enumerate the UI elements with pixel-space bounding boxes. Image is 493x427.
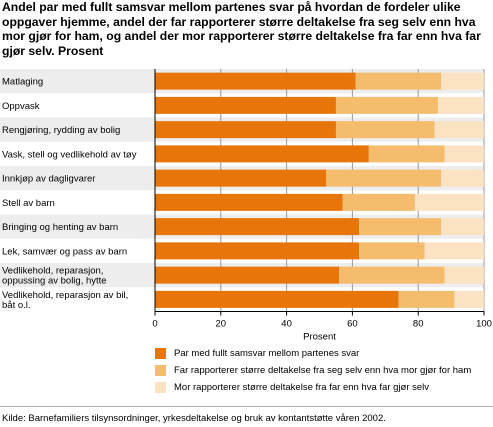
bars	[155, 72, 484, 308]
bar-segment-series-3	[444, 145, 484, 163]
legend-label-2: Far rapporterer større deltakelse fra se…	[174, 365, 472, 376]
legend-label-3: Mor rapporterer større deltakelse fra fa…	[174, 382, 430, 393]
bar-segment-series-3	[444, 266, 484, 284]
bar-segment-series-2	[398, 290, 455, 308]
x-tick-label: 80	[413, 319, 424, 330]
category-label: Vask, stell og vedlikehold av tøy	[2, 149, 137, 160]
category-label: Innkjøp av dagligvarer	[2, 174, 95, 185]
x-tick-label: 60	[347, 319, 358, 330]
legend-swatch-1	[155, 348, 166, 359]
bar-segment-series-2	[358, 242, 425, 260]
category-label: Vedlikehold, reparasjon, oppussing av bol…	[2, 266, 107, 287]
bar-segment-series-1	[155, 145, 369, 163]
bar-segment-series-1	[155, 266, 340, 284]
category-label: Oppvask	[2, 101, 40, 112]
x-tick-label: 40	[281, 319, 292, 330]
x-axis: 0 20 40 60 80 100 Prosent	[152, 69, 492, 343]
bar-segment-series-3	[454, 290, 484, 308]
bar-segment-series-3	[437, 96, 484, 114]
bar-segment-series-3	[441, 169, 484, 187]
bar-segment-series-3	[441, 218, 484, 236]
bar-segment-series-2	[326, 169, 442, 187]
bar-segment-series-1	[155, 121, 336, 139]
bar-segment-series-2	[355, 72, 442, 90]
bar-segment-series-3	[414, 193, 484, 211]
bar-segment-series-1	[155, 96, 336, 114]
bar-segment-series-1	[155, 242, 359, 260]
bar-segment-series-2	[358, 218, 442, 236]
bar-segment-series-1	[155, 169, 327, 187]
category-labels: Matlaging Oppvask Rengjøring, rydding av b…	[2, 77, 137, 311]
category-label: Stell av barn	[2, 198, 55, 209]
bar-segment-series-2	[368, 145, 445, 163]
legend-swatch-3	[155, 382, 166, 393]
bar-segment-series-2	[339, 266, 445, 284]
x-tick-label: 0	[152, 319, 157, 330]
x-tick-label: 100	[476, 319, 492, 330]
x-tick-label: 20	[216, 319, 227, 330]
category-label: Bringing og henting av barn	[2, 222, 118, 233]
legend-label-1: Par med fullt samsvar mellom partenes sv…	[174, 348, 360, 359]
source-note: Kilde: Barnefamiliers tilsynsordninger, …	[2, 413, 386, 424]
bar-segment-series-1	[155, 193, 343, 211]
bar-segment-series-3	[441, 72, 484, 90]
chart-title: Andel par med fullt samsvar mellom parte…	[2, 0, 481, 58]
bar-segment-series-2	[335, 121, 435, 139]
bar-segment-series-3	[424, 242, 484, 260]
bar-segment-series-1	[155, 72, 356, 90]
x-axis-label: Prosent	[303, 332, 336, 343]
category-label: Rengjøring, rydding av bolig	[2, 125, 120, 136]
category-label: Lek, samvær og pass av barn	[2, 246, 127, 257]
legend-swatch-2	[155, 365, 166, 376]
source-divider	[0, 406, 493, 407]
bar-segment-series-3	[434, 121, 484, 139]
category-label: Matlaging	[2, 77, 43, 88]
bar-segment-series-2	[335, 96, 438, 114]
bar-segment-series-1	[155, 290, 399, 308]
category-label: Vedlikehold, reparasjon av bil, båt o.l.	[2, 290, 128, 311]
bar-segment-series-1	[155, 218, 359, 236]
bar-segment-series-2	[342, 193, 415, 211]
